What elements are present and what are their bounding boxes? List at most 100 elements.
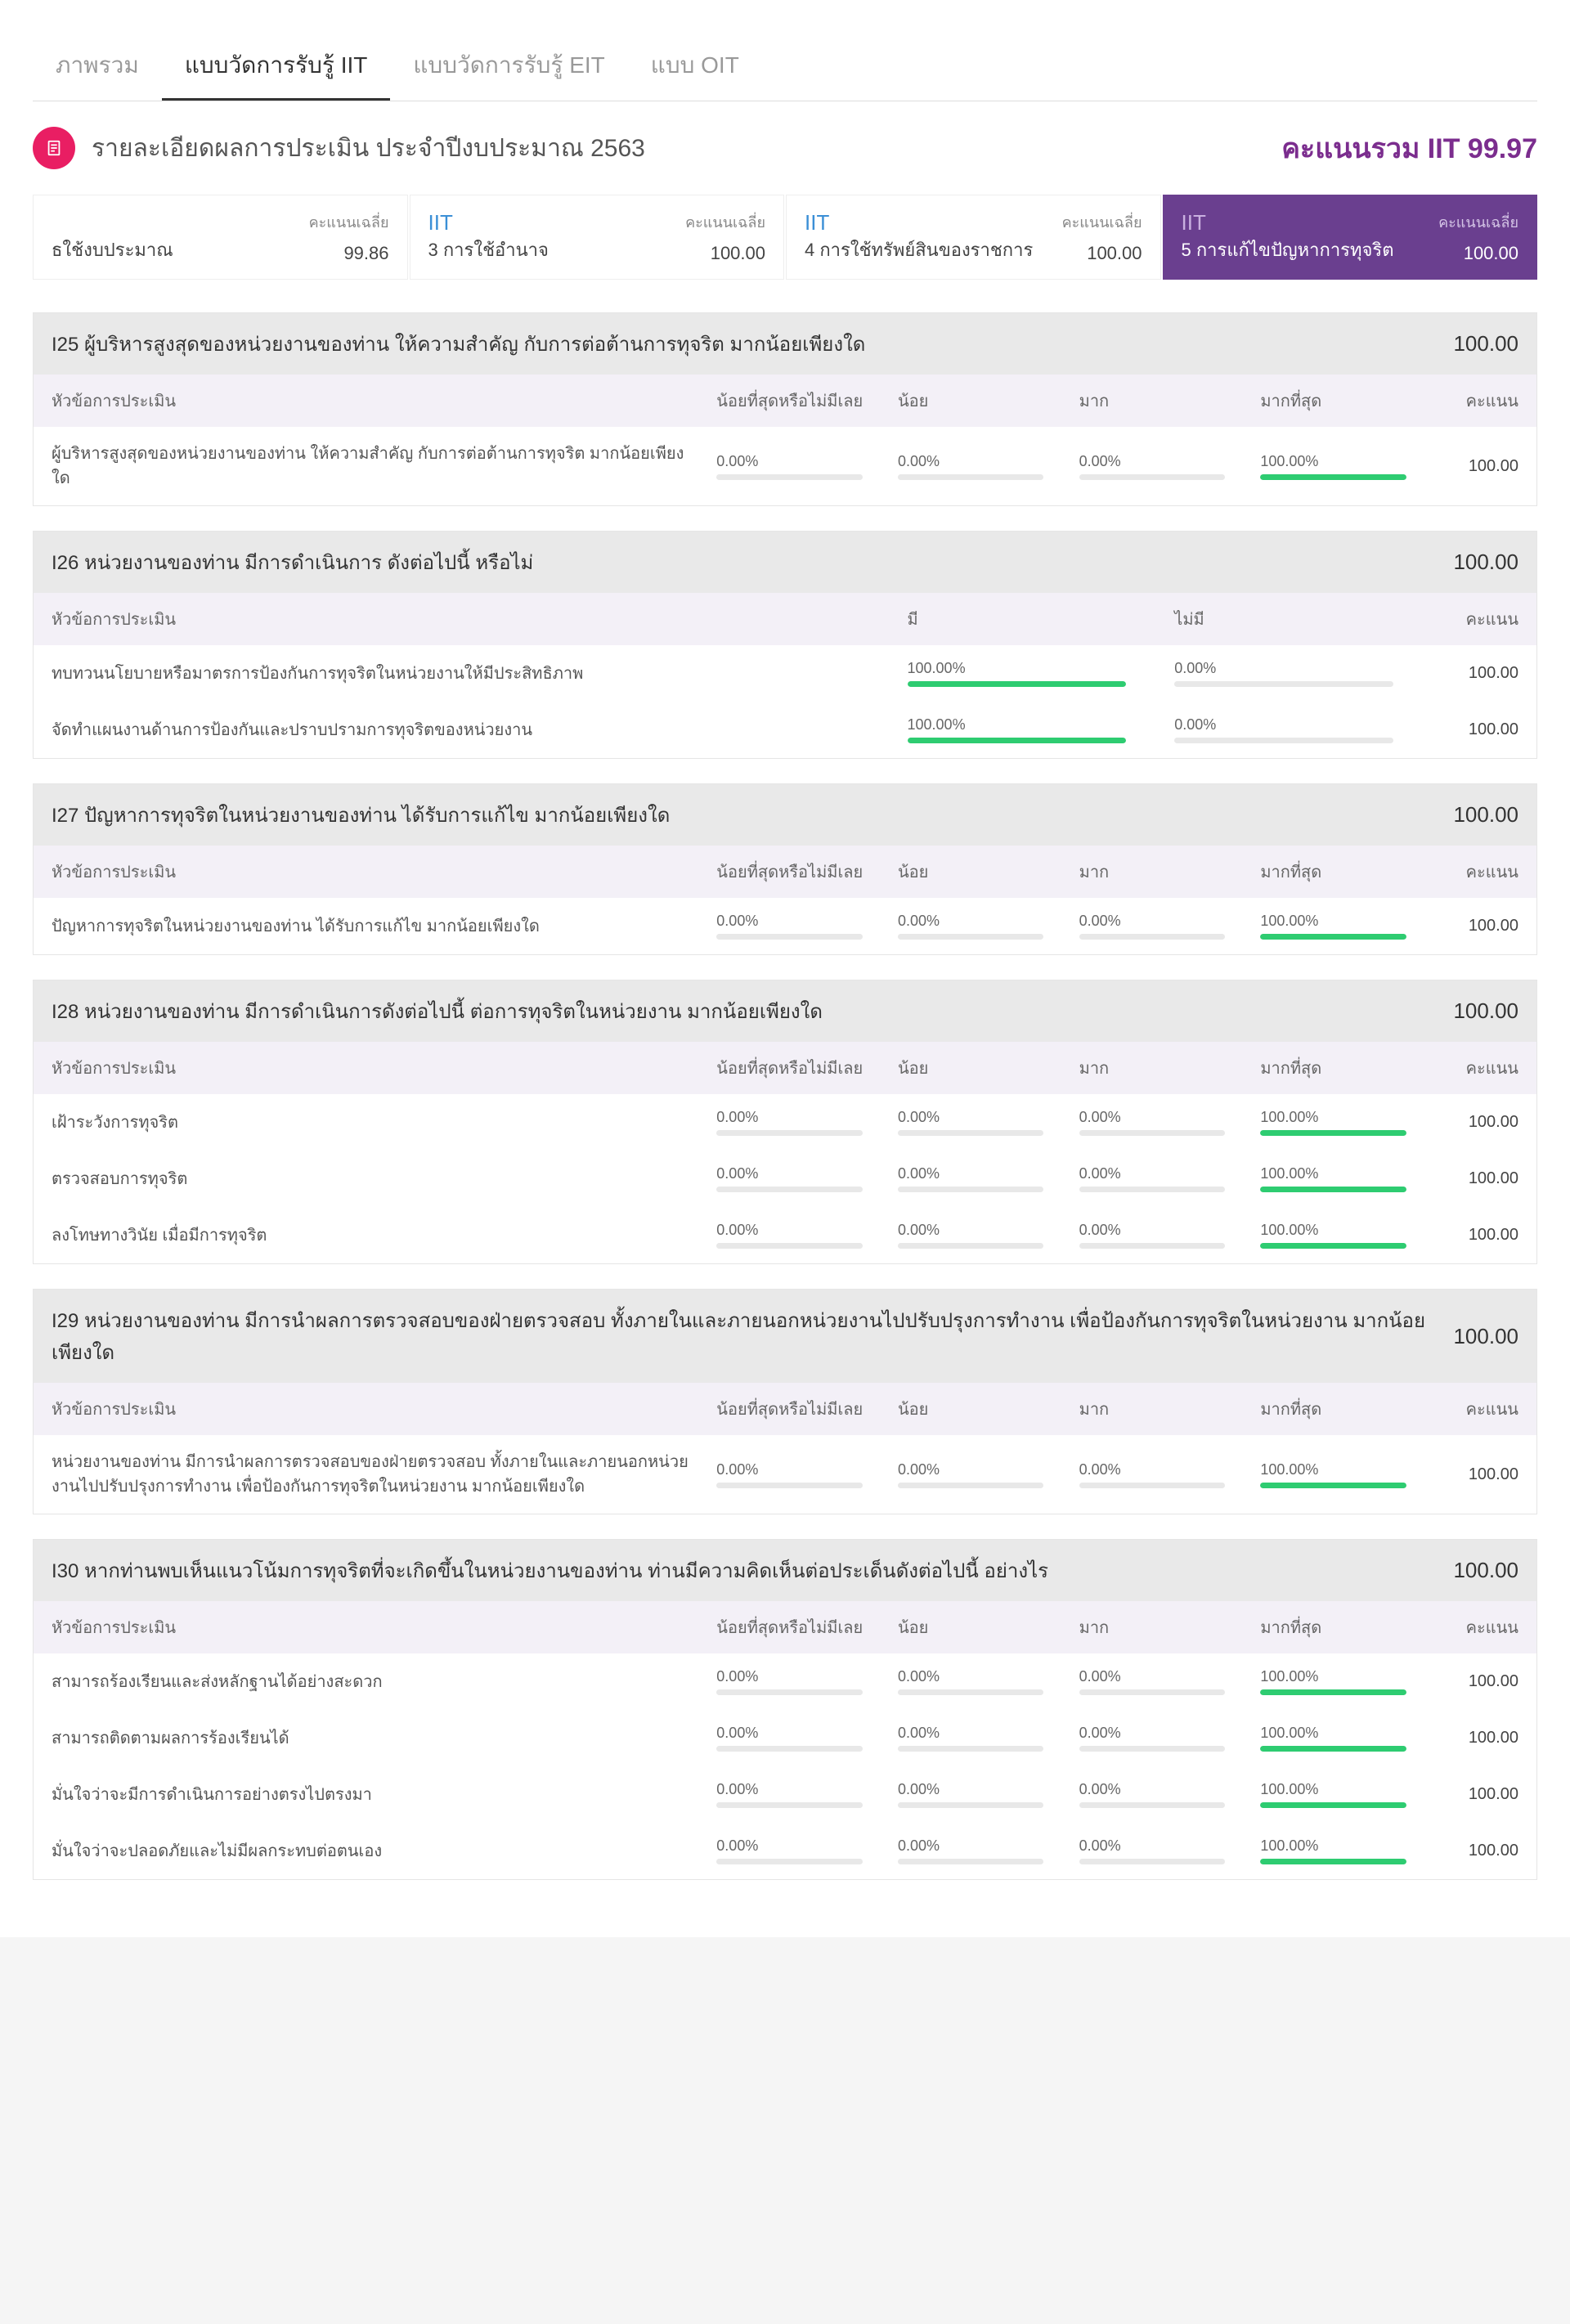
tab-3[interactable]: แบบ OIT [628,33,762,101]
value-cell: 0.00% [711,1781,893,1808]
value-cell: 100.00% [1255,1222,1437,1249]
table-row: หน่วยงานของท่าน มีการนำผลการตรวจสอบของฝ่… [34,1435,1536,1514]
pct-label: 0.00% [1079,1109,1251,1126]
pct-label: 100.00% [908,716,1165,734]
pct-label: 0.00% [898,1222,1070,1239]
row-title: สามารถติดตามผลการร้องเรียนได้ [52,1726,711,1751]
value-cell: 0.00% [1074,1165,1256,1192]
row-score: 100.00 [1437,1169,1518,1188]
section-score: 100.00 [1453,550,1518,575]
value-cell: 100.00% [1255,1109,1437,1136]
row-title: ทบทวนนโยบายหรือมาตรการป้องกันการทุจริตใน… [52,662,903,686]
bar-track [1079,1859,1225,1864]
card-subtitle: 3 การใช้อำนาจ [428,236,549,264]
col-score: คะแนน [1437,388,1518,414]
section-score: 100.00 [1453,1324,1518,1349]
section-title: I28 หน่วยงานของท่าน มีการดำเนินการดังต่อ… [52,995,1453,1027]
row-title: มั่นใจว่าจะปลอดภัยและไม่มีผลกระทบต่อตนเอ… [52,1839,711,1864]
table-row: ทบทวนนโยบายหรือมาตรการป้องกันการทุจริตใน… [34,645,1536,702]
card-avg-label: คะแนนเฉลี่ย [309,210,389,234]
table-row: ตรวจสอบการทุจริต0.00%0.00%0.00%100.00%10… [34,1151,1536,1207]
card-title: IIT [805,210,1033,236]
col-low: น้อย [893,388,1074,414]
col-topic: หัวข้อการประเมิน [52,1614,711,1640]
row-title: จัดทำแผนงานด้านการป้องกันและปราบปรามการท… [52,718,903,743]
value-cell: 0.00% [711,1109,893,1136]
bar-track [898,1187,1043,1192]
summary-card-2[interactable]: IIT4 การใช้ทรัพย์สินของราชการคะแนนเฉลี่ย… [786,195,1161,280]
bar-track [716,1802,862,1808]
row-score: 100.00 [1437,1729,1518,1747]
card-title: IIT [1182,210,1394,236]
card-avg-value: 100.00 [1464,243,1518,264]
value-cell: 100.00% [1255,1165,1437,1192]
bar-fill [1260,1483,1406,1488]
tab-0[interactable]: ภาพรวม [33,33,162,101]
page-title: รายละเอียดผลการประเมิน ประจำปีงบประมาณ 2… [92,129,645,168]
value-cell: 0.00% [1074,1668,1256,1695]
tab-2[interactable]: แบบวัดการรับรู้ EIT [390,33,627,101]
bar-track [1079,1483,1225,1488]
summary-card-1[interactable]: IIT3 การใช้อำนาจคะแนนเฉลี่ย100.00 [410,195,785,280]
value-cell: 0.00% [711,453,893,480]
pct-label: 100.00% [1260,453,1432,470]
bar-track [716,1859,862,1864]
value-cell: 0.00% [711,1461,893,1488]
bar-track [1260,1483,1406,1488]
pct-label: 0.00% [1079,913,1251,930]
pct-label: 0.00% [898,1725,1070,1742]
pct-label: 100.00% [1260,1461,1432,1478]
bar-track [1260,1689,1406,1695]
col-low: น้อย [893,1396,1074,1422]
bar-track [716,1243,862,1249]
value-cell: 100.00% [1255,1781,1437,1808]
table-row: ปัญหาการทุจริตในหน่วยงานของท่าน ได้รับกา… [34,898,1536,954]
col-most: มากที่สุด [1255,1396,1437,1422]
section-header: I30 หากท่านพบเห็นแนวโน้มการทุจริตที่จะเก… [34,1540,1536,1601]
row-score: 100.00 [1437,1113,1518,1132]
bar-track [716,934,862,940]
value-cell: 0.00% [1074,1109,1256,1136]
pct-label: 100.00% [1260,1837,1432,1855]
value-cell: 0.00% [893,1725,1074,1752]
row-score: 100.00 [1437,1842,1518,1860]
section-3: I28 หน่วยงานของท่าน มีการดำเนินการดังต่อ… [33,980,1537,1264]
col-topic: หัวข้อการประเมิน [52,859,711,885]
section-score: 100.00 [1453,998,1518,1024]
bar-fill [908,738,1127,743]
value-cell: 0.00% [711,1668,893,1695]
row-score: 100.00 [1437,1465,1518,1484]
value-cell: 100.00% [1255,1461,1437,1488]
section-header: I27 ปัญหาการทุจริตในหน่วยงานของท่าน ได้ร… [34,784,1536,846]
bar-track [716,1689,862,1695]
pct-label: 0.00% [1174,716,1432,734]
table-row: จัดทำแผนงานด้านการป้องกันและปราบปรามการท… [34,702,1536,758]
value-cell: 100.00% [1255,913,1437,940]
table-header: หัวข้อการประเมินมีไม่มีคะแนน [34,593,1536,645]
pct-label: 0.00% [1174,660,1432,677]
bar-track [908,681,1127,687]
pct-label: 0.00% [1079,1165,1251,1182]
bar-track [898,1243,1043,1249]
col-low: น้อย [893,1055,1074,1081]
row-title: ลงโทษทางวินัย เมื่อมีการทุจริต [52,1223,711,1248]
section-title: I29 หน่วยงานของท่าน มีการนำผลการตรวจสอบข… [52,1304,1453,1368]
bar-track [1260,1802,1406,1808]
row-score: 100.00 [1437,1672,1518,1691]
value-cell: 0.00% [1074,1725,1256,1752]
table-header: หัวข้อการประเมินน้อยที่สุดหรือไม่มีเลยน้… [34,375,1536,427]
row-title: ผู้บริหารสูงสุดของหน่วยงานของท่าน ให้ควา… [52,442,711,491]
bar-track [1079,1130,1225,1136]
value-cell: 0.00% [711,1837,893,1864]
value-cell: 100.00% [1255,1837,1437,1864]
section-5: I30 หากท่านพบเห็นแนวโน้มการทุจริตที่จะเก… [33,1539,1537,1880]
col-least: น้อยที่สุดหรือไม่มีเลย [711,388,893,414]
bar-fill [1260,1130,1406,1136]
pct-label: 0.00% [1079,1781,1251,1798]
summary-card-3[interactable]: IIT5 การแก้ไขปัญหาการทุจริตคะแนนเฉลี่ย10… [1163,195,1538,280]
col-no: ไม่มี [1169,606,1437,632]
bar-track [1079,934,1225,940]
tab-1[interactable]: แบบวัดการรับรู้ IIT [162,33,391,101]
summary-card-0[interactable]: ธใช้งบประมาณคะแนนเฉลี่ย99.86 [33,195,408,280]
value-cell: 0.00% [1169,660,1437,687]
